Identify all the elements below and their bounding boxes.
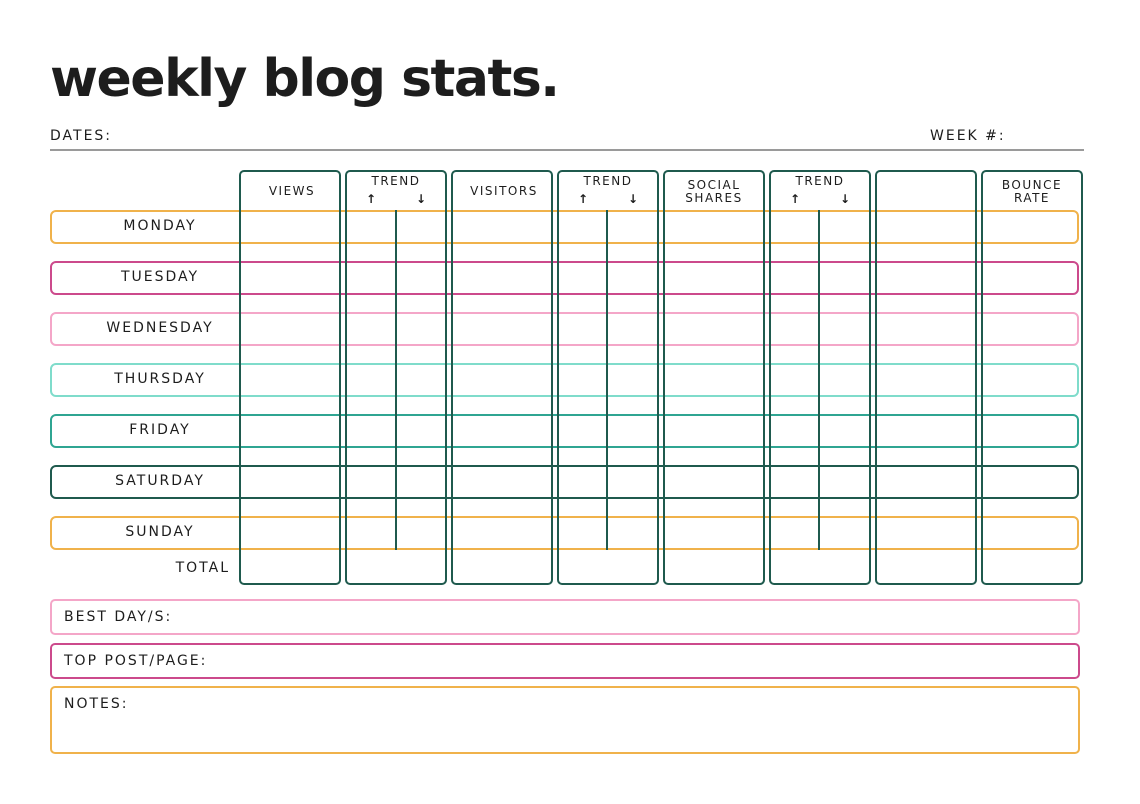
- column-trend-social[interactable]: [769, 170, 871, 585]
- top-post-label: TOP POST/PAGE:: [64, 653, 208, 669]
- row-bar-thursday[interactable]: [50, 363, 1079, 397]
- column-blank[interactable]: [875, 170, 977, 585]
- column-header-social: SOCIAL: [687, 178, 741, 192]
- column-header-social-shares: SOCIAL SHARES: [665, 179, 763, 205]
- total-label: TOTAL: [175, 560, 230, 576]
- day-label-thursday: THURSDAY: [114, 371, 206, 387]
- day-label-friday: FRIDAY: [129, 422, 191, 438]
- trend-divider-line: [395, 210, 397, 550]
- column-trend-views[interactable]: [345, 170, 447, 585]
- week-number-label: WEEK #:: [930, 128, 1006, 144]
- column-views[interactable]: [239, 170, 341, 585]
- arrow-up-icon: ↑: [366, 192, 377, 206]
- best-day-box[interactable]: [50, 599, 1080, 635]
- column-bounce-rate[interactable]: [981, 170, 1083, 585]
- row-bar-friday[interactable]: [50, 414, 1079, 448]
- day-label-monday: MONDAY: [123, 218, 197, 234]
- column-trend-visitors[interactable]: [557, 170, 659, 585]
- row-bar-tuesday[interactable]: [50, 261, 1079, 295]
- column-header-views: VIEWS: [268, 184, 316, 198]
- column-header-bounce-rate: BOUNCE RATE: [983, 179, 1081, 205]
- column-header-visitors: VISITORS: [470, 184, 538, 198]
- row-bar-sunday[interactable]: [50, 516, 1079, 550]
- page-title: weekly blog stats.: [50, 49, 560, 109]
- arrow-down-icon: ↓: [416, 192, 427, 206]
- day-label-sunday: SUNDAY: [125, 524, 195, 540]
- dates-label: DATES:: [50, 128, 113, 144]
- column-header-bounce: BOUNCE: [1001, 178, 1063, 192]
- column-header-trend: TREND: [371, 174, 421, 188]
- day-label-wednesday: WEDNESDAY: [106, 320, 214, 336]
- column-header-rate: RATE: [1013, 191, 1051, 205]
- trend-divider-line: [818, 210, 820, 550]
- arrow-up-icon: ↑: [578, 192, 589, 206]
- column-header-shares: SHARES: [685, 191, 743, 205]
- top-post-box[interactable]: [50, 643, 1080, 679]
- arrow-down-icon: ↓: [840, 192, 851, 206]
- row-bar-wednesday[interactable]: [50, 312, 1079, 346]
- column-visitors[interactable]: [451, 170, 553, 585]
- trend-divider-line: [606, 210, 608, 550]
- row-bar-monday[interactable]: [50, 210, 1079, 244]
- column-header-trend: TREND: [583, 174, 633, 188]
- arrow-up-icon: ↑: [790, 192, 801, 206]
- column-header-trend: TREND: [795, 174, 845, 188]
- notes-label: NOTES:: [64, 696, 129, 712]
- day-label-tuesday: TUESDAY: [120, 269, 200, 285]
- column-social-shares[interactable]: [663, 170, 765, 585]
- arrow-down-icon: ↓: [628, 192, 639, 206]
- header-divider: [50, 149, 1084, 151]
- best-day-label: BEST DAY/S:: [64, 609, 173, 625]
- day-label-saturday: SATURDAY: [115, 473, 205, 489]
- notes-box[interactable]: [50, 686, 1080, 754]
- row-bar-saturday[interactable]: [50, 465, 1079, 499]
